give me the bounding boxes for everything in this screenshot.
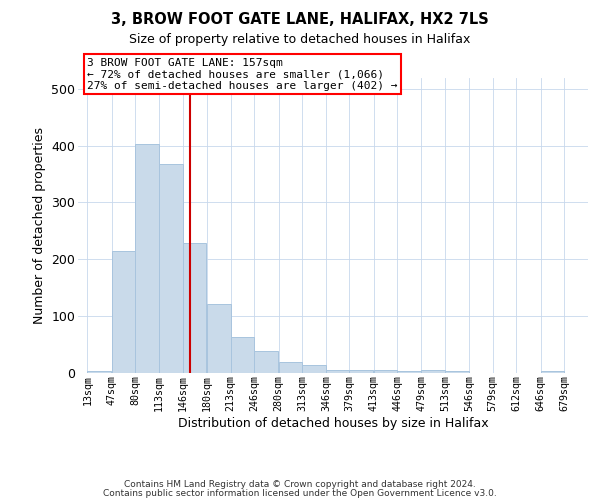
Text: 3 BROW FOOT GATE LANE: 157sqm
← 72% of detached houses are smaller (1,066)
27% o: 3 BROW FOOT GATE LANE: 157sqm ← 72% of d… <box>87 58 398 90</box>
Bar <box>302 365 326 372</box>
Bar <box>182 243 206 372</box>
Bar <box>136 144 159 372</box>
Bar <box>326 370 349 372</box>
Bar <box>159 164 182 372</box>
Bar <box>112 250 136 372</box>
Bar <box>349 370 373 372</box>
X-axis label: Distribution of detached houses by size in Halifax: Distribution of detached houses by size … <box>178 417 488 430</box>
Y-axis label: Number of detached properties: Number of detached properties <box>32 126 46 324</box>
Bar <box>254 351 278 372</box>
Bar <box>278 362 302 372</box>
Text: Contains HM Land Registry data © Crown copyright and database right 2024.: Contains HM Land Registry data © Crown c… <box>124 480 476 489</box>
Text: 3, BROW FOOT GATE LANE, HALIFAX, HX2 7LS: 3, BROW FOOT GATE LANE, HALIFAX, HX2 7LS <box>111 12 489 28</box>
Bar <box>230 337 254 372</box>
Bar <box>374 370 397 372</box>
Bar <box>421 370 445 372</box>
Text: Contains public sector information licensed under the Open Government Licence v3: Contains public sector information licen… <box>103 489 497 498</box>
Bar <box>207 304 230 372</box>
Text: Size of property relative to detached houses in Halifax: Size of property relative to detached ho… <box>130 32 470 46</box>
